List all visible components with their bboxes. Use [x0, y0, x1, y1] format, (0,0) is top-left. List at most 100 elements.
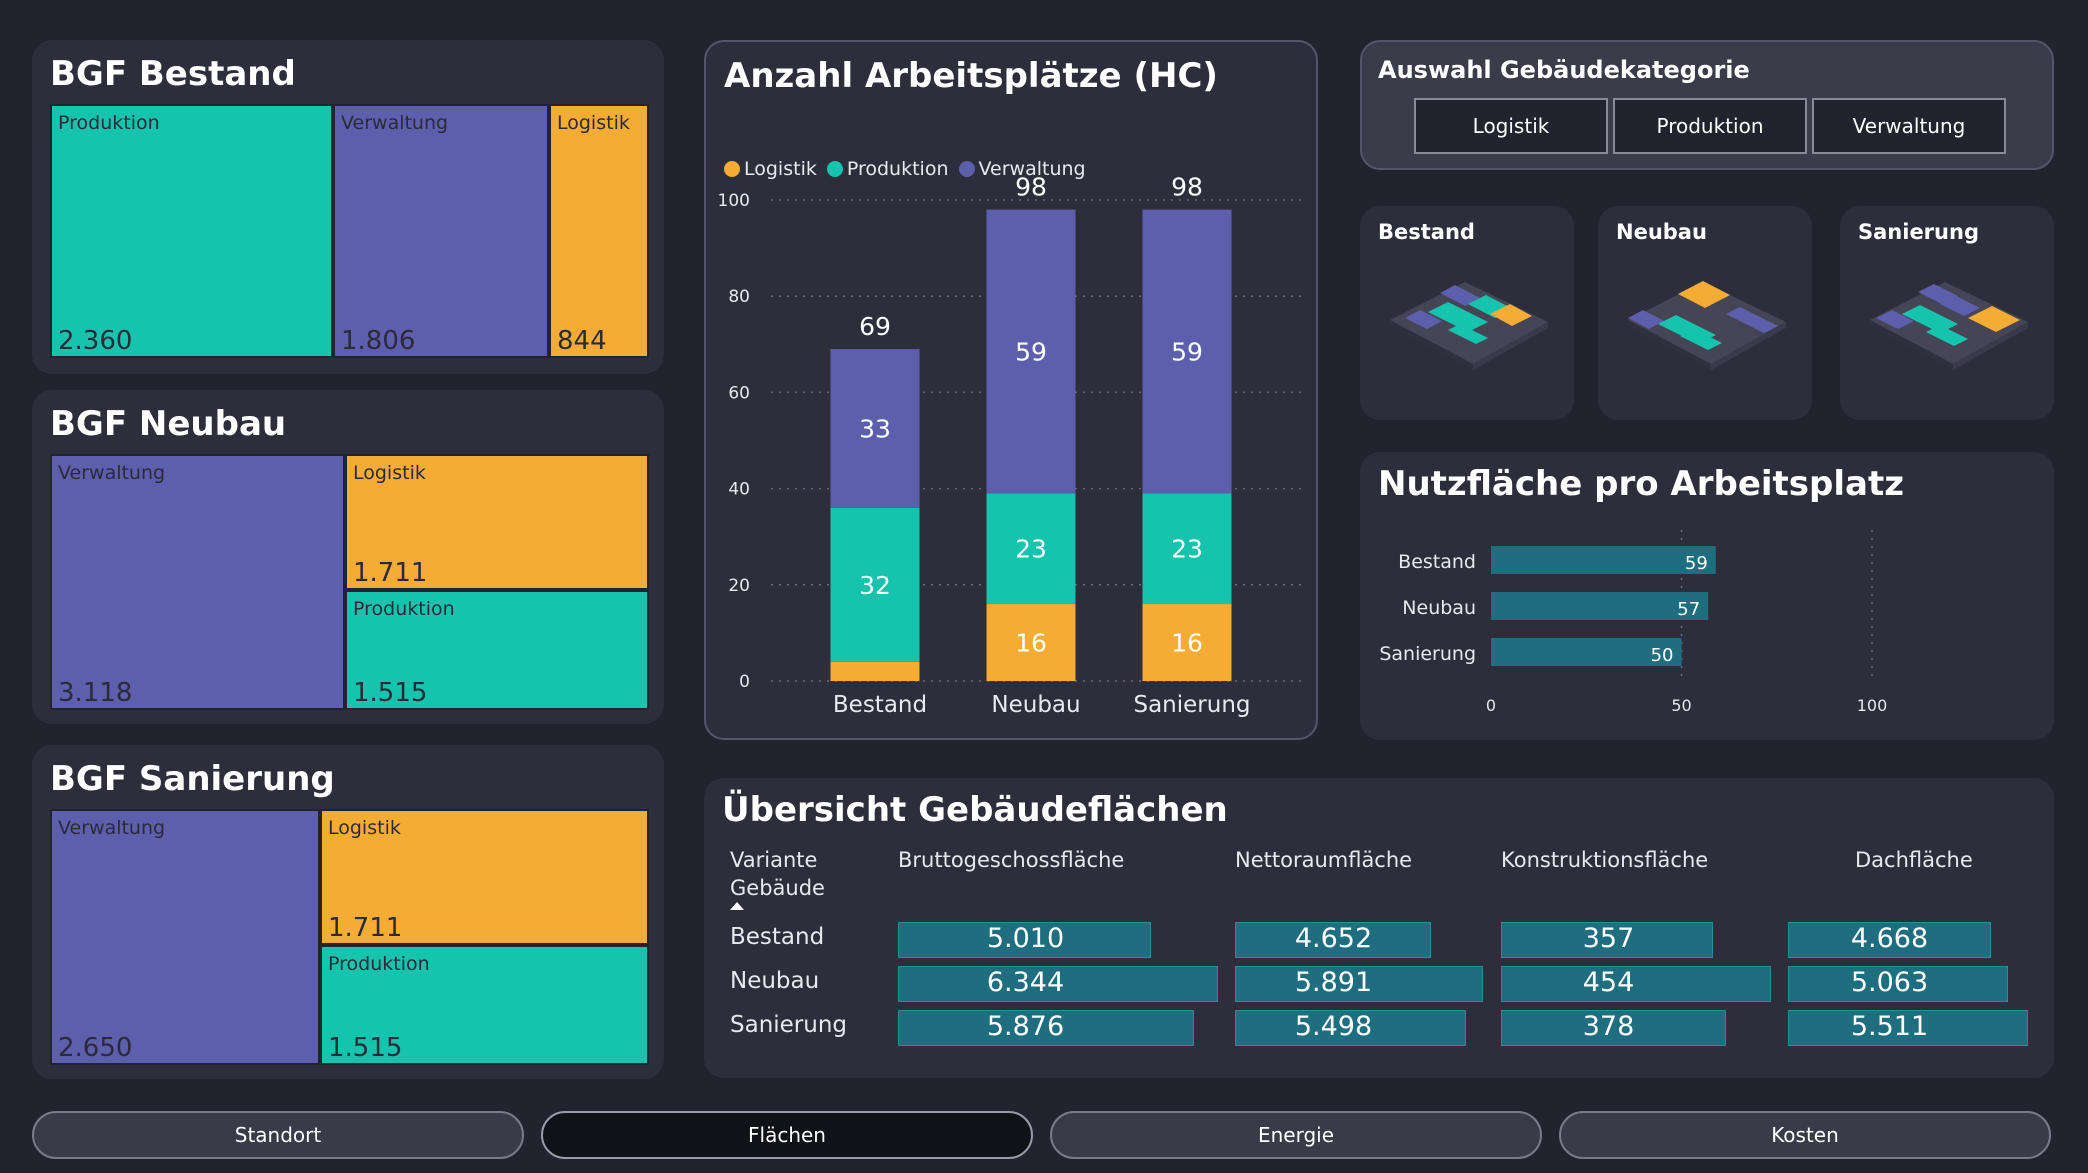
treemap-label: Verwaltung — [58, 462, 166, 484]
building-layout-icon — [1870, 282, 2028, 370]
table-data-bar — [1788, 922, 1991, 958]
bar[interactable] — [1491, 546, 1716, 574]
sort-ascending-icon[interactable] — [730, 902, 744, 910]
legend-item-produktion[interactable]: Produktion — [826, 158, 949, 180]
bar-segment-produktion[interactable] — [986, 493, 1076, 605]
table-data-bar — [1235, 966, 1483, 1002]
data-label: 59 — [1685, 553, 1708, 574]
treemap-cell-produktion[interactable]: Produktion 1.515 — [320, 945, 649, 1065]
x-tick-label: 100 — [1857, 696, 1888, 715]
bar-segment-logistik[interactable] — [1142, 604, 1232, 681]
data-label: 59 — [1015, 338, 1047, 367]
treemap-label: Logistik — [353, 462, 426, 484]
treemap-value: 1.711 — [328, 913, 403, 943]
treemap-label: Produktion — [353, 598, 455, 620]
auswahl-card: Auswahl Gebäudekategorie Logistik Produk… — [1360, 40, 2054, 170]
column-header-dachflaeche[interactable]: Dachfläche — [1855, 848, 1973, 872]
table-row-label[interactable]: Sanierung — [730, 1012, 848, 1038]
table-cell-value[interactable]: 5.010 — [986, 923, 1065, 954]
bgf-sanierung-card: BGF Sanierung Verwaltung 2.650 Logistik … — [32, 745, 664, 1079]
column-header-nettoraumflaeche[interactable]: Nettoraumfläche — [1235, 848, 1413, 872]
bar-segment-verwaltung[interactable] — [986, 209, 1076, 494]
y-tick-label: 0 — [739, 672, 750, 692]
legend-item-logistik[interactable]: Logistik — [724, 158, 817, 180]
table-row-label[interactable]: Bestand — [730, 924, 825, 950]
table-data-bar — [1788, 966, 2008, 1002]
mini-card-sanierung[interactable]: Sanierung — [1840, 206, 2054, 420]
treemap-value: 2.360 — [58, 326, 133, 356]
legend-item-verwaltung[interactable]: Verwaltung — [958, 158, 1086, 180]
treemap-value: 1.515 — [353, 678, 428, 708]
bgf-bestand-title: BGF Bestand — [50, 54, 296, 94]
treemap-value: 1.711 — [353, 558, 428, 588]
table-cell-value[interactable]: 378 — [1582, 1011, 1635, 1042]
table-cell-value[interactable]: 4.668 — [1850, 923, 1929, 954]
table-cell-value[interactable]: 5.511 — [1850, 1011, 1929, 1042]
treemap-cell-verwaltung[interactable]: Verwaltung 2.650 — [50, 809, 320, 1065]
treemap-cell-produktion[interactable]: Produktion 2.360 — [50, 104, 333, 358]
table-cell-value[interactable]: 454 — [1582, 967, 1635, 998]
treemap-cell-logistik[interactable]: Logistik 844 — [549, 104, 649, 358]
bar-segment-verwaltung[interactable] — [1142, 209, 1232, 494]
stacked-bar-chart: 0 20 40 60 80 100 32 33 69 Bestand 16 23 59 98 Neubau 1… — [718, 173, 1306, 718]
data-label: 57 — [1677, 599, 1700, 620]
bar[interactable] — [1491, 592, 1709, 620]
y-tick-label: 40 — [728, 480, 750, 500]
data-label: 16 — [1171, 629, 1203, 658]
bar-segment-produktion[interactable] — [830, 507, 920, 662]
treemap-cell-produktion[interactable]: Produktion 1.515 — [345, 590, 649, 710]
table-cell-value[interactable]: 5.498 — [1294, 1011, 1373, 1042]
treemap-label: Verwaltung — [58, 817, 166, 839]
data-label: 23 — [1171, 535, 1203, 564]
x-tick-label: 0 — [1486, 696, 1496, 715]
column-header-konstruktionsflaeche[interactable]: Konstruktionsfläche — [1501, 848, 1709, 872]
total-label: 98 — [1171, 173, 1203, 202]
table-cell-value[interactable]: 5.063 — [1850, 967, 1929, 998]
bar-segment-produktion[interactable] — [1142, 493, 1232, 605]
treemap-cell-verwaltung[interactable]: Verwaltung 1.806 — [333, 104, 549, 358]
table-data-bar — [1501, 1010, 1726, 1046]
table-row-label[interactable]: Neubau — [730, 968, 820, 994]
table-cell-value[interactable]: 5.876 — [986, 1011, 1065, 1042]
treemap-cell-logistik[interactable]: Logistik 1.711 — [320, 809, 649, 945]
mini-card-neubau[interactable]: Neubau — [1598, 206, 1812, 420]
bgf-neubau-title: BGF Neubau — [50, 404, 287, 444]
treemap-cell-logistik[interactable]: Logistik 1.711 — [345, 454, 649, 590]
bar-segment-logistik[interactable] — [986, 604, 1076, 681]
mini-card-bestand[interactable]: Bestand — [1360, 206, 1574, 420]
bar-segment-verwaltung[interactable] — [830, 349, 920, 508]
data-label: 32 — [859, 571, 891, 600]
bgf-sanierung-title: BGF Sanierung — [50, 759, 335, 799]
table-data-bar — [1501, 922, 1713, 958]
treemap-cell-verwaltung[interactable]: Verwaltung 3.118 — [50, 454, 345, 710]
column-header-gebaeude[interactable]: Gebäude — [730, 876, 825, 900]
chart-legend: Logistik Produktion Verwaltung — [724, 158, 1086, 180]
nav-standort-button[interactable]: Standort — [32, 1111, 524, 1159]
table-cell-value[interactable]: 357 — [1582, 923, 1635, 954]
nav-kosten-button[interactable]: Kosten — [1559, 1111, 2051, 1159]
column-header-bruttogeschossflaeche[interactable]: Bruttogeschossfläche — [898, 848, 1125, 872]
bar-segment-logistik[interactable] — [830, 661, 920, 681]
select-produktion-button[interactable]: Produktion — [1613, 98, 1807, 154]
y-category-label: Sanierung — [1379, 643, 1476, 665]
table-data-bar — [1235, 922, 1431, 958]
table-cell-value[interactable]: 4.652 — [1294, 923, 1373, 954]
nav-energie-button[interactable]: Energie — [1050, 1111, 1542, 1159]
treemap-label: Verwaltung — [341, 112, 449, 134]
table-cell-value[interactable]: 5.891 — [1294, 967, 1373, 998]
nav-flaechen-button[interactable]: Flächen — [541, 1111, 1033, 1159]
arbeitsplaetze-card: Anzahl Arbeitsplätze (HC) Logistik Produ… — [704, 40, 1318, 740]
treemap-label: Produktion — [328, 953, 430, 975]
table-cell-value[interactable]: 6.344 — [986, 967, 1065, 998]
column-header-variante[interactable]: Variante — [730, 848, 818, 872]
bar[interactable] — [1491, 638, 1682, 666]
mini-card-title: Sanierung — [1858, 220, 1979, 244]
treemap-value: 1.515 — [328, 1033, 403, 1063]
treemap-value: 2.650 — [58, 1033, 133, 1063]
data-label: 16 — [1015, 629, 1047, 658]
horizontal-bar-chart: 0 50 100 Bestand 59 Neubau 57 Sanierung 50 — [1379, 530, 1888, 715]
select-logistik-button[interactable]: Logistik — [1414, 98, 1608, 154]
table-data-bar — [898, 922, 1151, 958]
select-verwaltung-button[interactable]: Verwaltung — [1812, 98, 2006, 154]
y-tick-label: 60 — [728, 383, 750, 403]
